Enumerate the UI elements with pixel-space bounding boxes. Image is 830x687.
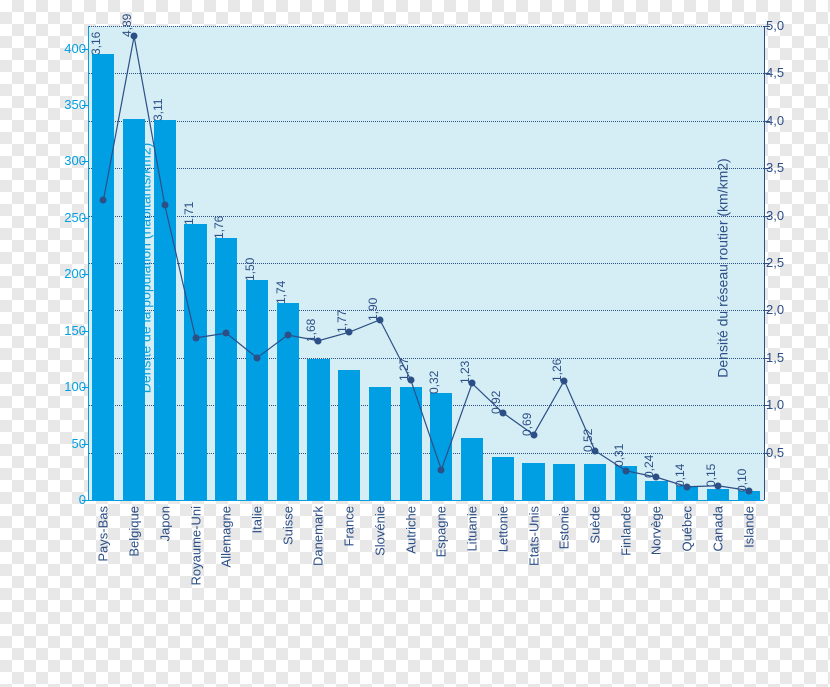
x-category-label: Finlande [618, 506, 633, 556]
y-right-tick-label: 1,0 [766, 397, 796, 412]
x-category-label: Belgique [127, 506, 142, 557]
y-right-axis-line [764, 26, 765, 500]
x-category-label: Royaume-Uni [188, 506, 203, 585]
y-right-tick-label: 3,0 [766, 208, 796, 223]
x-category-label: Allemagne [219, 506, 234, 567]
x-category-label: Québec [680, 506, 695, 552]
y-right-tick-label: 1,5 [766, 350, 796, 365]
x-category-label: Etats-Unis [526, 506, 541, 566]
x-axis-line [88, 500, 764, 501]
x-category-label: Slovénie [372, 506, 387, 556]
x-category-label: Autriche [403, 506, 418, 554]
x-category-label: Suisse [280, 506, 295, 545]
x-category-label: Espagne [434, 506, 449, 557]
y-right-tick-label: 5,0 [766, 18, 796, 33]
y-right-tick-label: 0,5 [766, 445, 796, 460]
x-category-label: Suède [588, 506, 603, 544]
x-category-label: Italie [250, 506, 265, 533]
y-right-tick-label: 3,5 [766, 160, 796, 175]
x-category-label: Danemark [311, 506, 326, 566]
x-category-label: Japon [157, 506, 172, 541]
y-right-tick-label: 2,0 [766, 302, 796, 317]
x-category-label: Norvège [649, 506, 664, 555]
y-right-tick-label: 4,5 [766, 65, 796, 80]
x-category-label: Islande [741, 506, 756, 548]
y-right-tick-label: 4,0 [766, 113, 796, 128]
x-category-label: Lettonie [495, 506, 510, 552]
y-right-tick-label: 2,5 [766, 255, 796, 270]
x-category-label: Estonie [557, 506, 572, 549]
chart-container: Densité de la population (habitants/km2)… [30, 20, 810, 660]
x-category-label: Lituanie [465, 506, 480, 552]
x-category-label: France [342, 506, 357, 546]
x-category-labels: Pays-BasBelgiqueJaponRoyaume-UniAllemagn… [88, 26, 764, 500]
x-category-label: Pays-Bas [96, 506, 111, 562]
x-category-label: Canada [710, 506, 725, 552]
